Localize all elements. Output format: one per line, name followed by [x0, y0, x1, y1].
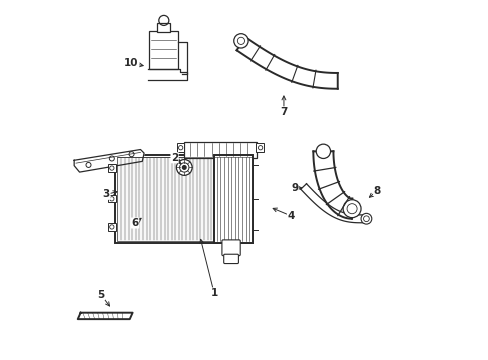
Circle shape	[363, 216, 368, 222]
Text: 5: 5	[97, 290, 104, 300]
Circle shape	[182, 166, 185, 169]
Circle shape	[360, 213, 371, 224]
Bar	[183, 141, 257, 158]
Bar	[117, 157, 214, 241]
Bar	[108, 223, 116, 230]
Bar	[214, 155, 253, 243]
Text: 4: 4	[287, 211, 294, 221]
Text: 7: 7	[280, 107, 287, 117]
Polygon shape	[78, 313, 132, 319]
Circle shape	[233, 34, 247, 48]
Text: 10: 10	[124, 58, 139, 68]
Bar	[177, 143, 184, 152]
Circle shape	[176, 159, 192, 175]
Circle shape	[343, 200, 360, 218]
Bar	[256, 143, 263, 152]
Bar	[108, 195, 116, 202]
Polygon shape	[300, 184, 366, 223]
Bar	[149, 31, 178, 69]
Text: 8: 8	[373, 186, 380, 196]
Text: 3: 3	[102, 189, 110, 199]
Text: 2: 2	[171, 153, 178, 163]
Text: 6: 6	[131, 218, 139, 228]
Bar	[108, 165, 116, 172]
Circle shape	[237, 37, 244, 44]
FancyBboxPatch shape	[223, 254, 238, 264]
Polygon shape	[236, 37, 337, 89]
Circle shape	[316, 144, 330, 158]
Circle shape	[346, 204, 356, 214]
Bar	[157, 23, 170, 32]
Text: 9: 9	[290, 183, 298, 193]
Polygon shape	[313, 151, 351, 219]
Polygon shape	[74, 149, 144, 172]
Text: 1: 1	[210, 288, 217, 298]
Circle shape	[179, 163, 188, 172]
FancyBboxPatch shape	[222, 240, 240, 256]
Bar	[115, 155, 253, 243]
